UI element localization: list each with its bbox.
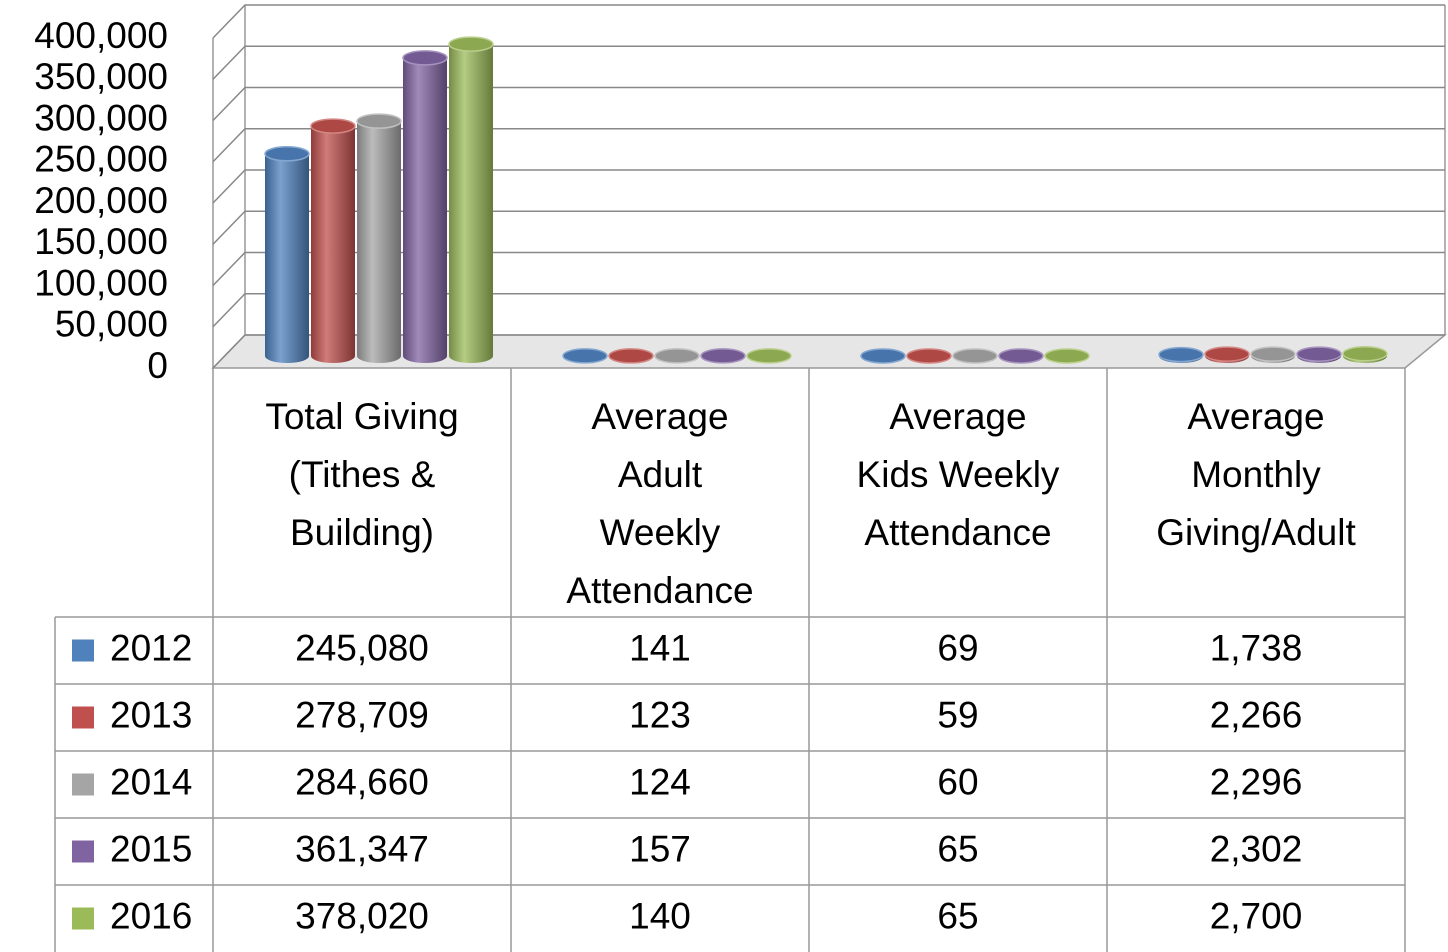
legend-label: 2012 xyxy=(110,627,192,668)
cylinder xyxy=(1296,346,1342,363)
y-tick-label: 350,000 xyxy=(34,56,168,97)
legend-swatch xyxy=(72,706,94,729)
grid-line xyxy=(212,45,1445,80)
cylinder-body xyxy=(449,44,493,364)
cylinder-top xyxy=(608,348,654,364)
cylinder xyxy=(1158,346,1204,363)
grid-line xyxy=(212,86,1445,122)
cylinder-top xyxy=(1158,346,1204,363)
cylinder-top xyxy=(952,348,998,364)
cylinder xyxy=(264,146,310,363)
table-value: 141 xyxy=(629,627,691,668)
cylinder-top xyxy=(1250,346,1296,362)
y-tick-label: 250,000 xyxy=(34,139,168,180)
table-value: 361,347 xyxy=(295,828,429,869)
table-value: 2,302 xyxy=(1210,828,1303,869)
table-value: 2,296 xyxy=(1210,761,1303,802)
grid-line xyxy=(212,4,1445,39)
table-value: 140 xyxy=(629,895,691,936)
cylinder xyxy=(998,348,1044,364)
y-tick-label: 200,000 xyxy=(34,180,168,221)
cylinder xyxy=(448,36,494,364)
y-tick-label: 50,000 xyxy=(55,304,168,345)
cylinder-top xyxy=(1204,346,1250,362)
cylinder-top xyxy=(746,348,792,364)
table-value: 69 xyxy=(937,627,978,668)
category-label: Average Monthly Giving/Adult xyxy=(1156,396,1356,553)
cylinder xyxy=(746,348,792,364)
cylinder xyxy=(1204,346,1250,363)
grid-line xyxy=(212,293,1445,328)
cylinder-body xyxy=(357,121,401,363)
cylinder xyxy=(1342,346,1388,363)
cylinder xyxy=(654,348,700,364)
y-tick-label: 300,000 xyxy=(34,97,168,138)
cylinder-top xyxy=(562,348,608,364)
legend-swatch xyxy=(72,840,94,863)
cylinder xyxy=(906,348,952,364)
y-tick-label: 150,000 xyxy=(34,221,168,262)
legend-swatch xyxy=(72,773,94,796)
table-value: 123 xyxy=(629,694,691,735)
table-value: 124 xyxy=(629,761,691,802)
cylinder xyxy=(1250,346,1296,363)
table-value: 59 xyxy=(937,694,978,735)
cylinder-top xyxy=(1342,346,1388,362)
table-value: 245,080 xyxy=(295,627,429,668)
cylinder-top xyxy=(860,348,906,364)
table-value: 284,660 xyxy=(295,761,429,802)
cylinder xyxy=(608,348,654,364)
legend-label: 2014 xyxy=(110,761,192,802)
y-tick-label: 100,000 xyxy=(34,262,168,303)
cylinder-top xyxy=(1296,346,1342,362)
cylinder-top xyxy=(700,348,746,364)
category-label: Total Giving (Tithes & Building) xyxy=(265,396,459,553)
legend-swatch xyxy=(72,639,94,662)
cylinder xyxy=(700,348,746,364)
cylinder-top xyxy=(654,348,700,364)
grid-line xyxy=(212,251,1445,287)
cylinder-top xyxy=(402,50,448,66)
table-value: 65 xyxy=(937,895,978,936)
table-value: 157 xyxy=(629,828,691,869)
grid-line xyxy=(212,210,1445,245)
table-value: 2,266 xyxy=(1210,694,1303,735)
cylinder xyxy=(356,113,402,363)
cylinder-body xyxy=(311,126,355,363)
grid-line xyxy=(212,128,1445,163)
cylinder xyxy=(952,348,998,364)
legend-label: 2013 xyxy=(110,694,192,735)
cylinder-top xyxy=(998,348,1044,364)
table-value: 1,738 xyxy=(1210,627,1303,668)
legend-label: 2015 xyxy=(110,828,192,869)
cylinder-top xyxy=(264,146,310,162)
table-value: 2,700 xyxy=(1210,895,1303,936)
cylinder-top xyxy=(356,113,402,129)
cylinder xyxy=(860,348,906,364)
cylinder xyxy=(310,118,356,363)
grid-line xyxy=(212,334,1445,369)
cylinder-body xyxy=(403,57,447,363)
cylinder xyxy=(562,348,608,364)
cylinder xyxy=(1044,348,1090,364)
cylinder-body xyxy=(265,153,309,363)
cylinder xyxy=(402,50,448,363)
category-label: Average Kids Weekly Attendance xyxy=(856,396,1060,553)
cylinder-top xyxy=(448,36,494,52)
cylinder-top xyxy=(1044,348,1090,364)
table-value: 378,020 xyxy=(295,895,429,936)
y-tick-label: 0 xyxy=(147,345,168,386)
cylinder-top xyxy=(906,348,952,364)
table-value: 65 xyxy=(937,828,978,869)
grid-line xyxy=(212,169,1445,204)
table-value: 60 xyxy=(937,761,978,802)
legend-label: 2016 xyxy=(110,895,192,936)
category-label: Average Adult Weekly Attendance xyxy=(566,396,754,611)
table-value: 278,709 xyxy=(295,694,429,735)
legend-swatch xyxy=(72,907,94,930)
y-tick-label: 400,000 xyxy=(34,15,168,56)
cylinder-top xyxy=(310,118,356,134)
